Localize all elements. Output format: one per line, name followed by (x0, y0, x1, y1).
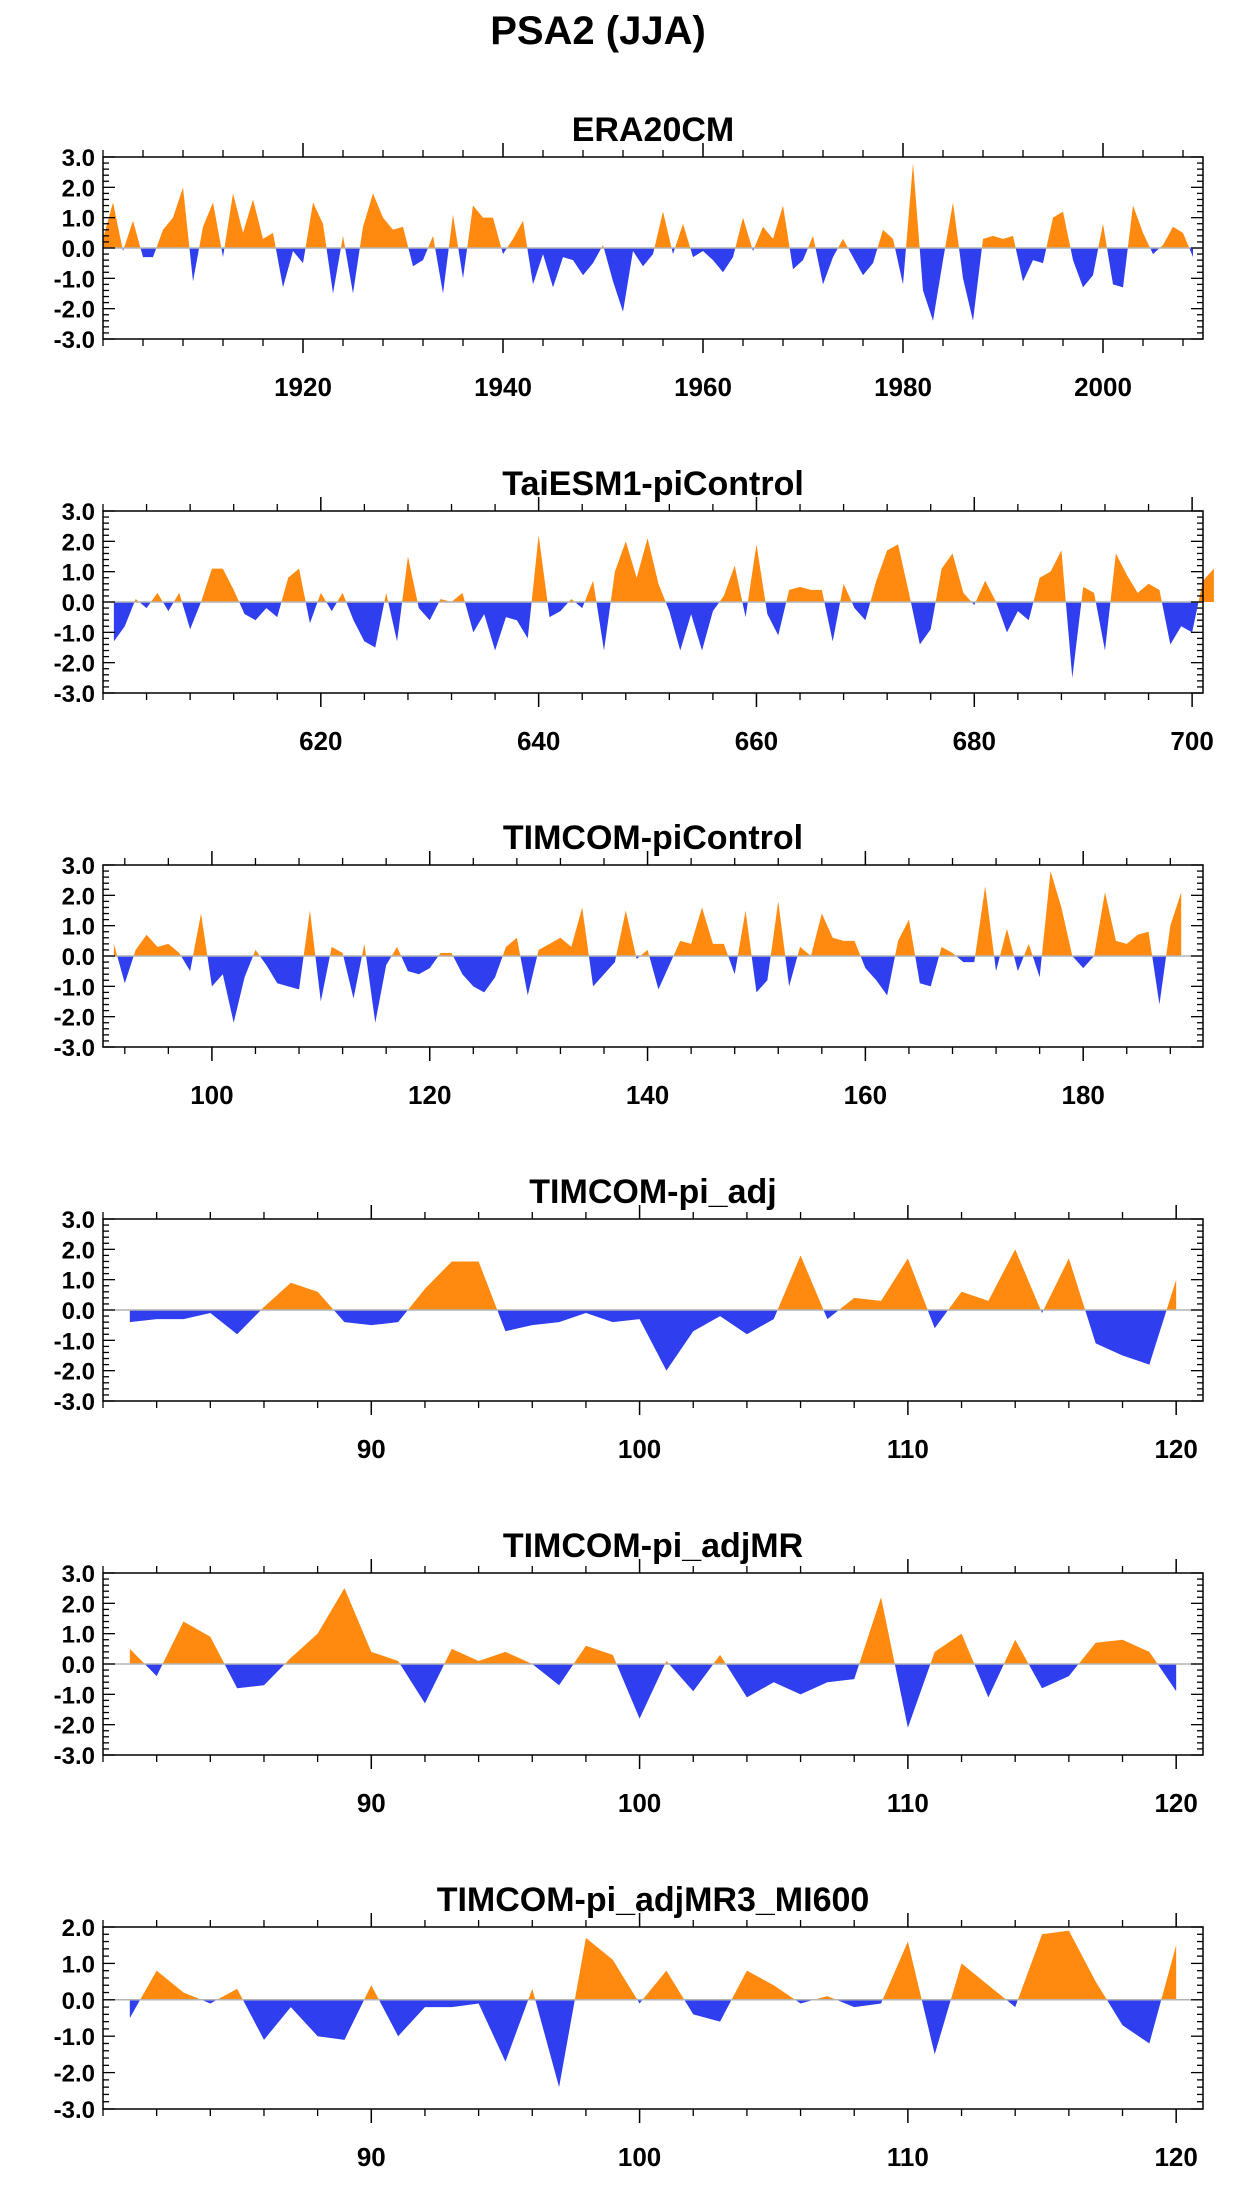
y-tick-label: 3.0 (62, 1207, 95, 1234)
y-tick-label: 1.0 (62, 914, 95, 941)
panel-6: TIMCOM-pi_adjMR3_MI600 2.0 1.0 0.0 -1.0 -2.0 -… (54, 1881, 1204, 2172)
y-tick-label: 1.0 (62, 1951, 95, 1978)
y-tick-label: -2.0 (54, 2061, 95, 2088)
y-tick-label: 2.0 (62, 529, 95, 556)
panel-title: TaiESM1-piControl (502, 465, 804, 503)
panel-title: ERA20CM (572, 111, 734, 149)
x-tick-label: 100 (618, 1788, 661, 1818)
x-tick-label: 680 (953, 726, 996, 756)
negative-area (129, 1310, 1167, 1371)
y-tick-label: -2.0 (54, 1359, 95, 1386)
panel-title: TIMCOM-pi_adjMR (503, 1527, 803, 1565)
y-tick-label: 0.0 (62, 1652, 95, 1679)
y-tick-label: 3.0 (62, 1561, 95, 1588)
y-tick-label: 2.0 (62, 1237, 95, 1264)
figure-title: PSA2 (JJA) (490, 9, 706, 53)
y-tick-label: 1.0 (62, 1268, 95, 1295)
y-tick-label: -1.0 (54, 1682, 95, 1709)
x-tick-label: 620 (299, 726, 342, 756)
y-tick-label: 3.0 (62, 853, 95, 880)
x-tick-label: 180 (1062, 1080, 1105, 1110)
y-tick-label: 1.0 (62, 1622, 95, 1649)
y-tick-label: 3.0 (62, 145, 95, 172)
y-tick-label: -1.0 (54, 2024, 95, 2051)
y-tick-label: -1.0 (54, 266, 95, 293)
x-tick-label: 120 (1154, 2142, 1197, 2172)
y-tick-label: 0.0 (62, 944, 95, 971)
positive-area (140, 1930, 1177, 2000)
x-tick-label: 660 (735, 726, 778, 756)
y-tick-label: -2.0 (54, 1005, 95, 1032)
panels: ERA20CM 3.0 2.0 1.0 0.0 -1.0 -2.0 -3.0 1920 1940 1… (54, 111, 1214, 2172)
y-tick-label: -2.0 (54, 1713, 95, 1740)
y-tick-label: -3.0 (54, 327, 95, 354)
y-tick-label: -1.0 (54, 974, 95, 1001)
x-tick-label: 100 (190, 1080, 233, 1110)
y-tick-label: -2.0 (54, 297, 95, 324)
y-tick-label: -3.0 (54, 1035, 95, 1062)
x-tick-label: 1960 (674, 372, 732, 402)
x-tick-label: 1920 (274, 372, 332, 402)
x-tick-label: 90 (357, 1788, 386, 1818)
x-tick-label: 110 (887, 1788, 929, 1818)
panel-5: TIMCOM-pi_adjMR 3.0 2.0 1.0 0.0 -1.0 -2.0 -3.0 9… (54, 1527, 1204, 1818)
x-tick-label: 90 (357, 1434, 386, 1464)
y-tick-label: -3.0 (54, 1389, 95, 1416)
y-tick-label: 2.0 (62, 1915, 95, 1942)
negative-area (129, 1999, 1162, 2088)
x-tick-label: 640 (517, 726, 560, 756)
y-tick-label: 2.0 (62, 883, 95, 910)
x-tick-label: 700 (1170, 726, 1213, 756)
y-tick-label: 1.0 (62, 206, 95, 233)
x-tick-label: 120 (1154, 1788, 1197, 1818)
y-tick-label: 0.0 (62, 236, 95, 263)
x-tick-label: 110 (887, 1434, 929, 1464)
negative-area (122, 248, 1193, 321)
x-tick-label: 120 (408, 1080, 451, 1110)
x-tick-label: 1940 (474, 372, 532, 402)
panel-4: TIMCOM-pi_adj 3.0 2.0 1.0 0.0 -1.0 -2.0 -3.0 90 1… (54, 1173, 1204, 1464)
positive-area (129, 1588, 1158, 1664)
negative-area (113, 602, 1199, 678)
y-tick-label: 0.0 (62, 1298, 95, 1325)
positive-area (113, 871, 1182, 956)
y-tick-label: -1.0 (54, 1328, 95, 1355)
y-tick-label: 2.0 (62, 1591, 95, 1618)
plot-frame (102, 1926, 1204, 2110)
negative-area (117, 956, 1167, 1023)
panel-title: TIMCOM-pi_adjMR3_MI600 (437, 1881, 870, 1919)
y-tick-label: 0.0 (62, 590, 95, 617)
y-tick-label: 0.0 (62, 1988, 95, 2015)
panel-title: TIMCOM-pi_adj (529, 1173, 776, 1211)
x-tick-label: 90 (357, 2142, 386, 2172)
x-tick-label: 100 (618, 1434, 661, 1464)
x-tick-label: 160 (844, 1080, 887, 1110)
x-tick-label: 140 (626, 1080, 669, 1110)
positive-area (260, 1249, 1177, 1310)
panel-title: TIMCOM-piControl (503, 819, 803, 857)
positive-area (103, 163, 1190, 248)
y-tick-label: -3.0 (54, 2097, 95, 2124)
y-tick-label: 1.0 (62, 560, 95, 587)
panel-1: ERA20CM 3.0 2.0 1.0 0.0 -1.0 -2.0 -3.0 1920 1940 1… (54, 111, 1204, 402)
y-tick-label: 3.0 (62, 499, 95, 526)
positive-area (134, 535, 1214, 602)
x-tick-label: 2000 (1074, 372, 1132, 402)
y-tick-label: -3.0 (54, 1743, 95, 1770)
x-tick-label: 110 (887, 2142, 929, 2172)
y-tick-label: 2.0 (62, 175, 95, 202)
x-tick-label: 100 (618, 2142, 661, 2172)
y-tick-label: -1.0 (54, 620, 95, 647)
x-tick-label: 120 (1154, 1434, 1197, 1464)
panel-3: TIMCOM-piControl 3.0 2.0 1.0 0.0 -1.0 -2.0 -3.0… (54, 819, 1204, 1110)
y-tick-label: -3.0 (54, 681, 95, 708)
panel-2: TaiESM1-piControl 3.0 2.0 1.0 0.0 -1.0 -2.0 -3.… (54, 465, 1214, 756)
x-tick-label: 1980 (874, 372, 932, 402)
y-tick-label: -2.0 (54, 651, 95, 678)
negative-area (144, 1664, 1177, 1728)
